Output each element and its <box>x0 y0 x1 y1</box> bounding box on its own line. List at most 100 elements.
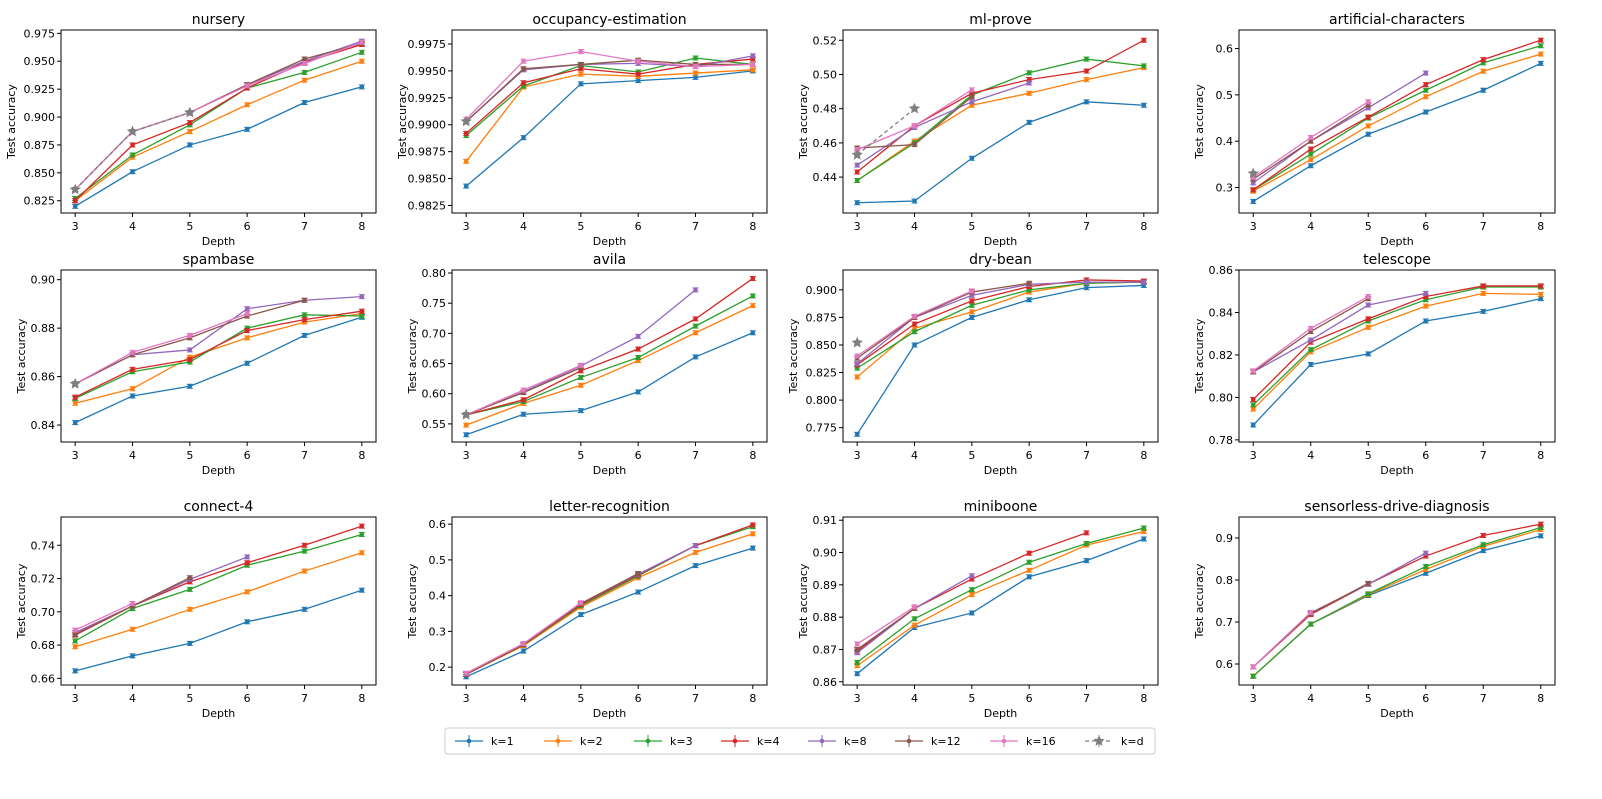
series-line <box>465 70 753 187</box>
data-point <box>1026 297 1032 303</box>
x-tick-label: 3 <box>463 220 470 233</box>
data-point <box>1423 87 1429 93</box>
data-point <box>969 573 975 579</box>
data-point <box>693 563 698 568</box>
series-line <box>857 101 1144 204</box>
data-point-star <box>69 183 81 195</box>
data-point <box>359 313 365 319</box>
data-point <box>693 55 698 61</box>
data-point <box>1423 109 1429 115</box>
data-point <box>1308 135 1314 140</box>
data-point <box>1365 325 1371 330</box>
data-point <box>1141 37 1147 43</box>
data-point <box>521 387 526 393</box>
data-point <box>302 70 307 75</box>
series-line <box>856 282 1030 359</box>
series-line <box>74 525 363 636</box>
series-k=1 <box>854 99 1147 206</box>
data-point <box>1423 318 1429 324</box>
data-point <box>1250 673 1256 679</box>
data-point <box>1538 61 1544 66</box>
legend-item-k=2: k=2 <box>544 735 603 748</box>
series-line <box>856 281 1144 365</box>
data-point <box>1026 90 1032 96</box>
x-tick-label: 3 <box>854 220 861 233</box>
series-k=16 <box>854 87 975 153</box>
x-tick-label: 8 <box>1537 692 1544 705</box>
series-line <box>1252 611 1312 668</box>
data-point <box>969 587 975 592</box>
y-tick-label: 0.875 <box>806 311 838 324</box>
data-point <box>854 178 860 183</box>
series-line <box>1252 45 1541 191</box>
axes-frame <box>1238 516 1556 686</box>
series-line <box>465 533 754 675</box>
y-tick-label: 0.2 <box>429 661 447 674</box>
series-k=d <box>851 102 921 160</box>
data-point <box>359 50 365 55</box>
subplot-title: miniboone <box>964 499 1038 515</box>
data-point <box>1141 63 1147 69</box>
x-tick-label: 4 <box>1307 449 1314 462</box>
series-k=d <box>69 377 81 389</box>
data-point <box>750 53 756 59</box>
x-tick-label: 7 <box>1480 220 1487 233</box>
series-k=4 <box>72 523 365 638</box>
series-line <box>465 57 753 136</box>
data-point <box>1538 296 1544 301</box>
y-tick-label: 0.6 <box>1216 43 1234 56</box>
data-point <box>1084 530 1089 536</box>
data-point <box>693 75 698 80</box>
data-point <box>693 550 698 555</box>
x-tick-label: 5 <box>968 449 975 462</box>
data-point <box>750 531 756 537</box>
x-tick-label: 5 <box>1365 449 1372 462</box>
data-point <box>969 592 975 597</box>
data-point <box>1308 146 1314 152</box>
data-point <box>244 554 250 560</box>
x-axis-label: Depth <box>1380 464 1414 477</box>
data-point <box>521 648 526 654</box>
axes-frame <box>1238 269 1556 443</box>
data-point <box>969 87 975 93</box>
series-line <box>856 281 1144 369</box>
data-point-star <box>851 148 863 160</box>
series-line <box>856 82 1030 166</box>
series-line <box>856 527 1144 663</box>
series-k=16 <box>72 600 136 633</box>
legend-label: k=4 <box>757 735 780 748</box>
y-axis-label: Test accuracy <box>1193 318 1206 394</box>
series-k=4 <box>1250 521 1544 670</box>
x-tick-label: 6 <box>635 449 642 462</box>
data-point <box>912 342 917 348</box>
data-point <box>1538 521 1544 527</box>
data-point <box>635 58 641 64</box>
y-axis-label: Test accuracy <box>406 318 419 394</box>
data-point <box>72 638 78 644</box>
series-line <box>75 589 363 672</box>
series-line <box>1252 285 1541 400</box>
data-point <box>521 397 526 403</box>
data-point <box>635 71 641 77</box>
y-tick-label: 0.9850 <box>408 173 447 186</box>
legend-label: k=3 <box>670 735 693 748</box>
series-line <box>465 50 753 120</box>
series-line <box>74 312 248 385</box>
series-k=4 <box>1250 283 1544 403</box>
data-point <box>130 142 135 148</box>
axes-frame <box>842 516 1159 686</box>
y-axis-label: Test accuracy <box>15 563 28 639</box>
data-point <box>1480 548 1486 553</box>
axes-frame <box>60 516 377 686</box>
series-line <box>465 58 753 134</box>
data-point <box>244 311 250 316</box>
data-point <box>72 627 78 633</box>
series-line <box>74 41 363 191</box>
y-tick-label: 0.78 <box>1209 434 1234 447</box>
series-k=4 <box>1250 37 1544 193</box>
data-point <box>1365 294 1371 299</box>
data-point <box>1026 120 1032 125</box>
data-point <box>1423 70 1429 76</box>
x-tick-label: 4 <box>520 220 527 233</box>
series-k=16 <box>463 49 756 122</box>
